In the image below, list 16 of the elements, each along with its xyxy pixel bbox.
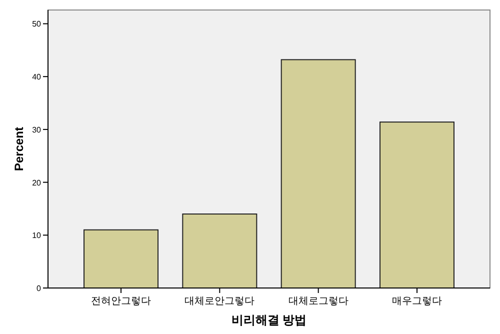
x-tick-label: 전혀안그렇다 — [91, 296, 152, 307]
y-tick-label: 0 — [36, 284, 42, 293]
bar — [280, 59, 356, 288]
y-tick-label: 40 — [32, 72, 42, 82]
x-tick-label: 대체로그렇다 — [288, 296, 348, 307]
bar — [182, 214, 258, 288]
bar — [379, 122, 454, 288]
y-tick-label: 30 — [32, 125, 42, 134]
x-axis-title: 비리해결 방법 — [231, 313, 307, 327]
bar — [84, 229, 159, 288]
x-tick-label: 매우그렇다 — [392, 296, 442, 307]
x-tick-label: 대체로안그렇다 — [184, 296, 255, 307]
y-axis-title: Percent — [12, 126, 26, 172]
y-tick-label: 50 — [32, 20, 42, 29]
y-tick-label: 20 — [32, 178, 42, 188]
y-tick-label: 10 — [32, 231, 42, 240]
